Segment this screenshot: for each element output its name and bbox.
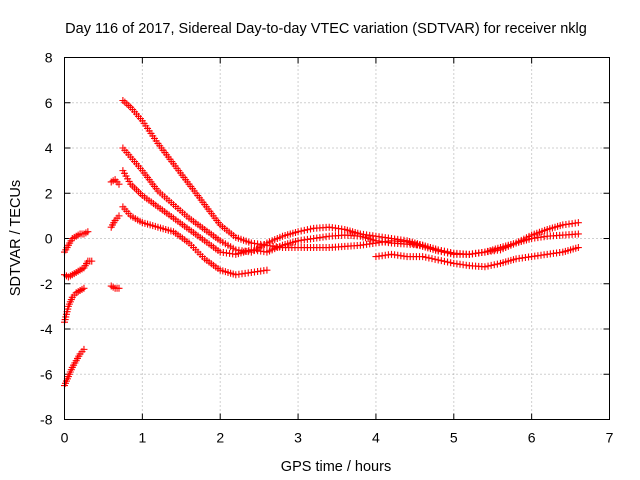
data-point [303, 226, 311, 234]
data-point [440, 247, 448, 255]
data-point [444, 258, 452, 266]
data-point [425, 254, 433, 262]
x-tick-label: 0 [61, 430, 69, 446]
data-point [80, 284, 88, 292]
y-tick-label: -2 [40, 276, 53, 292]
x-tick-label: 6 [528, 430, 536, 446]
data-point [574, 230, 582, 238]
data-point [84, 228, 92, 236]
data-point [481, 263, 489, 271]
data-point [300, 226, 308, 234]
series-track-b [61, 257, 96, 281]
plot-frame [64, 57, 610, 420]
chart-title: Day 116 of 2017, Sidereal Day-to-day VTE… [65, 21, 587, 37]
data-point [574, 219, 582, 227]
data-point [419, 241, 427, 249]
series-track-g [107, 282, 123, 292]
series-track-k [119, 203, 271, 279]
data-point [263, 266, 271, 274]
y-tick-label: 2 [45, 185, 53, 201]
series-track-e [107, 212, 123, 231]
y-tick-label: 0 [45, 231, 53, 247]
y-axis-label: SDTVAR / TECUs [8, 180, 24, 296]
data-point [115, 212, 123, 220]
y-tick-label: 6 [45, 95, 53, 111]
y-tick-label: 4 [45, 140, 53, 156]
y-tick-label: -8 [40, 412, 53, 428]
data-points [61, 96, 582, 390]
data-point [422, 253, 430, 261]
data-point [80, 345, 88, 353]
x-tick-label: 3 [294, 430, 302, 446]
series-track-j [119, 167, 427, 258]
y-tick-label: 8 [45, 50, 53, 66]
data-point [434, 246, 442, 254]
data-point [88, 257, 96, 265]
data-point [297, 227, 305, 235]
data-point [440, 257, 448, 265]
data-point [115, 180, 123, 188]
series-track-a [61, 228, 92, 256]
grid-layer [64, 57, 610, 420]
data-point [447, 259, 455, 267]
x-tick-label: 7 [606, 430, 614, 446]
y-tick-labels: -8 -6 -4 -2 0 2 4 6 8 [40, 50, 53, 428]
data-point [431, 255, 439, 263]
data-point [437, 257, 445, 265]
data-point [307, 225, 315, 233]
data-point [419, 253, 427, 261]
data-point [447, 249, 455, 257]
x-tick-label: 2 [216, 430, 224, 446]
y-tick-label: -4 [40, 321, 53, 337]
data-point [428, 255, 436, 263]
data-point [493, 260, 501, 268]
data-point [437, 246, 445, 254]
data-point [444, 248, 452, 256]
series-track-c [61, 284, 88, 326]
data-point [487, 261, 495, 269]
data-point [574, 244, 582, 252]
x-tick-labels: 0 1 2 3 4 5 6 7 [61, 430, 614, 446]
data-point [490, 261, 498, 269]
data-point [115, 284, 123, 292]
series-track-i [119, 144, 582, 258]
x-tick-label: 5 [450, 430, 458, 446]
data-point [434, 256, 442, 264]
y-tick-label: -6 [40, 366, 53, 382]
series-track-f [107, 176, 123, 188]
x-axis-label: GPS time / hours [281, 459, 391, 475]
data-point [294, 228, 302, 236]
x-tick-label: 1 [138, 430, 146, 446]
data-point [484, 262, 492, 270]
series-track-l [372, 244, 582, 271]
x-tick-label: 4 [372, 430, 380, 446]
